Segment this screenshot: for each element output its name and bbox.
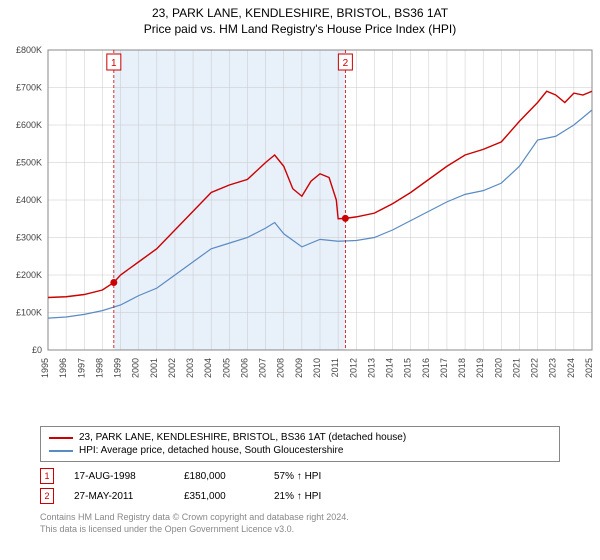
sale-price-1: £180,000 — [184, 471, 254, 482]
sale-marker-2: 2 — [40, 488, 54, 504]
legend-swatch-property — [49, 437, 73, 439]
sale-pct-1: 57% ↑ HPI — [274, 471, 354, 482]
legend-label-hpi: HPI: Average price, detached house, Sout… — [79, 445, 343, 456]
svg-text:2024: 2024 — [566, 358, 576, 378]
svg-text:2008: 2008 — [276, 358, 286, 378]
svg-text:2002: 2002 — [167, 358, 177, 378]
svg-text:£300K: £300K — [16, 233, 42, 243]
legend-row-property: 23, PARK LANE, KENDLESHIRE, BRISTOL, BS3… — [49, 431, 551, 444]
svg-text:2025: 2025 — [584, 358, 594, 378]
svg-text:2017: 2017 — [439, 358, 449, 378]
svg-text:£800K: £800K — [16, 45, 42, 55]
svg-text:2010: 2010 — [312, 358, 322, 378]
chart-container: 23, PARK LANE, KENDLESHIRE, BRISTOL, BS3… — [0, 0, 600, 560]
sale-date-1: 17-AUG-1998 — [74, 471, 164, 482]
chart-plot-area: £0 £100K £200K £300K £400K £500K £600K £700K £80… — [0, 40, 600, 420]
svg-text:2012: 2012 — [348, 358, 358, 378]
svg-text:1995: 1995 — [40, 358, 50, 378]
svg-text:2021: 2021 — [511, 358, 521, 378]
svg-text:2005: 2005 — [221, 358, 231, 378]
chart-title: 23, PARK LANE, KENDLESHIRE, BRISTOL, BS3… — [0, 0, 600, 20]
svg-text:£600K: £600K — [16, 120, 42, 130]
svg-text:1998: 1998 — [94, 358, 104, 378]
svg-text:2015: 2015 — [403, 358, 413, 378]
legend-row-hpi: HPI: Average price, detached house, Sout… — [49, 444, 551, 457]
footer-line-1: Contains HM Land Registry data © Crown c… — [40, 512, 560, 524]
svg-text:2001: 2001 — [149, 358, 159, 378]
svg-text:2023: 2023 — [548, 358, 558, 378]
svg-text:2011: 2011 — [330, 358, 340, 377]
svg-text:2018: 2018 — [457, 358, 467, 378]
sale-date-2: 27-MAY-2011 — [74, 491, 164, 502]
footer: Contains HM Land Registry data © Crown c… — [40, 512, 560, 535]
svg-text:2016: 2016 — [421, 358, 431, 378]
legend-box: 23, PARK LANE, KENDLESHIRE, BRISTOL, BS3… — [40, 426, 560, 462]
svg-text:1999: 1999 — [113, 358, 123, 378]
svg-text:£0: £0 — [32, 345, 42, 355]
sale-marker-1: 1 — [40, 468, 54, 484]
svg-text:2007: 2007 — [258, 358, 268, 378]
svg-text:2004: 2004 — [203, 358, 213, 378]
chart-subtitle: Price paid vs. HM Land Registry's House … — [0, 20, 600, 40]
footer-line-2: This data is licensed under the Open Gov… — [40, 524, 560, 536]
svg-text:2014: 2014 — [385, 358, 395, 378]
svg-text:£100K: £100K — [16, 308, 42, 318]
svg-text:2: 2 — [343, 58, 349, 69]
svg-text:£500K: £500K — [16, 158, 42, 168]
sales-table: 1 17-AUG-1998 £180,000 57% ↑ HPI 2 27-MA… — [40, 466, 560, 506]
svg-text:2006: 2006 — [239, 358, 249, 378]
svg-text:1996: 1996 — [58, 358, 68, 378]
svg-text:1: 1 — [111, 58, 117, 69]
svg-text:2013: 2013 — [366, 358, 376, 378]
legend-label-property: 23, PARK LANE, KENDLESHIRE, BRISTOL, BS3… — [79, 432, 406, 443]
sale-pct-2: 21% ↑ HPI — [274, 491, 354, 502]
svg-text:2020: 2020 — [493, 358, 503, 378]
svg-text:2009: 2009 — [294, 358, 304, 378]
svg-text:£700K: £700K — [16, 83, 42, 93]
chart-svg: £0 £100K £200K £300K £400K £500K £600K £700K £80… — [0, 40, 600, 420]
svg-text:2003: 2003 — [185, 358, 195, 378]
svg-text:£200K: £200K — [16, 270, 42, 280]
svg-text:2000: 2000 — [131, 358, 141, 378]
sale-row-1: 1 17-AUG-1998 £180,000 57% ↑ HPI — [40, 466, 560, 486]
sale-row-2: 2 27-MAY-2011 £351,000 21% ↑ HPI — [40, 486, 560, 506]
sale-price-2: £351,000 — [184, 491, 254, 502]
svg-text:2022: 2022 — [530, 358, 540, 378]
svg-text:£400K: £400K — [16, 195, 42, 205]
svg-text:1997: 1997 — [76, 358, 86, 378]
svg-text:2019: 2019 — [475, 358, 485, 378]
legend-swatch-hpi — [49, 450, 73, 452]
